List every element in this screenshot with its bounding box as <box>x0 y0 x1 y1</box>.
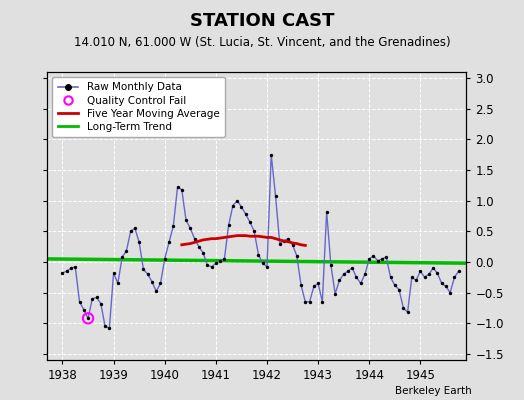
Point <box>356 280 365 287</box>
Point <box>454 268 463 274</box>
Point <box>160 256 169 262</box>
Point <box>84 315 92 322</box>
Point <box>446 289 454 296</box>
Point <box>84 315 92 322</box>
Point <box>322 208 331 215</box>
Point <box>71 264 80 270</box>
Point <box>224 222 233 228</box>
Point <box>433 270 442 276</box>
Point <box>297 282 305 288</box>
Point <box>408 274 416 280</box>
Point <box>361 271 369 278</box>
Point <box>242 211 250 217</box>
Point <box>144 271 152 278</box>
Point <box>194 244 203 250</box>
Point <box>374 258 382 264</box>
Point <box>424 271 433 278</box>
Point <box>212 260 220 266</box>
Point <box>369 253 378 259</box>
Point <box>416 268 424 274</box>
Point <box>314 280 322 287</box>
Point <box>378 256 386 262</box>
Point <box>220 256 228 262</box>
Point <box>190 236 199 242</box>
Point <box>386 274 395 280</box>
Point <box>301 298 310 305</box>
Point <box>340 271 348 278</box>
Point <box>169 223 178 230</box>
Point <box>152 288 160 294</box>
Point <box>182 217 190 224</box>
Point <box>110 270 118 276</box>
Point <box>135 239 144 246</box>
Legend: Raw Monthly Data, Quality Control Fail, Five Year Moving Average, Long-Term Tren: Raw Monthly Data, Quality Control Fail, … <box>52 77 225 137</box>
Point <box>237 204 246 210</box>
Point <box>335 277 344 284</box>
Point <box>92 294 101 301</box>
Point <box>348 265 356 271</box>
Point <box>101 323 110 330</box>
Point <box>310 283 318 290</box>
Text: STATION CAST: STATION CAST <box>190 12 334 30</box>
Point <box>438 280 446 287</box>
Point <box>58 270 67 276</box>
Point <box>246 219 254 225</box>
Point <box>331 291 340 297</box>
Point <box>208 264 216 270</box>
Point <box>390 282 399 288</box>
Point <box>250 228 258 234</box>
Point <box>284 236 292 242</box>
Point <box>126 228 135 234</box>
Point <box>199 250 208 256</box>
Point <box>114 280 122 287</box>
Point <box>88 296 96 302</box>
Point <box>271 192 280 199</box>
Point <box>276 240 284 247</box>
Point <box>96 300 105 307</box>
Point <box>403 309 412 316</box>
Point <box>118 254 126 260</box>
Point <box>292 253 301 259</box>
Point <box>288 242 297 248</box>
Point <box>412 277 420 284</box>
Point <box>420 274 429 280</box>
Point <box>203 262 212 268</box>
Point <box>67 265 75 271</box>
Point <box>178 186 186 193</box>
Point <box>165 239 173 246</box>
Point <box>280 237 288 244</box>
Point <box>148 278 156 285</box>
Point <box>258 260 267 266</box>
Text: 14.010 N, 61.000 W (St. Lucia, St. Vincent, and the Grenadines): 14.010 N, 61.000 W (St. Lucia, St. Vince… <box>74 36 450 49</box>
Point <box>399 305 408 311</box>
Point <box>216 258 224 264</box>
Point <box>450 274 458 280</box>
Point <box>254 252 263 258</box>
Point <box>442 283 450 290</box>
Point <box>173 184 182 190</box>
Point <box>352 274 361 280</box>
Point <box>62 268 71 274</box>
Point <box>122 248 130 254</box>
Point <box>305 298 314 305</box>
Text: Berkeley Earth: Berkeley Earth <box>395 386 472 396</box>
Point <box>228 202 237 209</box>
Point <box>344 268 352 274</box>
Point <box>105 325 114 331</box>
Point <box>139 266 148 272</box>
Point <box>186 225 194 232</box>
Point <box>131 225 139 232</box>
Point <box>395 286 403 293</box>
Point <box>382 254 390 260</box>
Point <box>326 262 335 268</box>
Point <box>267 152 276 158</box>
Point <box>156 280 165 287</box>
Point <box>80 306 88 313</box>
Point <box>318 298 326 305</box>
Point <box>365 256 374 262</box>
Point <box>263 264 271 270</box>
Point <box>233 198 242 204</box>
Point <box>429 265 438 271</box>
Point <box>75 298 84 305</box>
